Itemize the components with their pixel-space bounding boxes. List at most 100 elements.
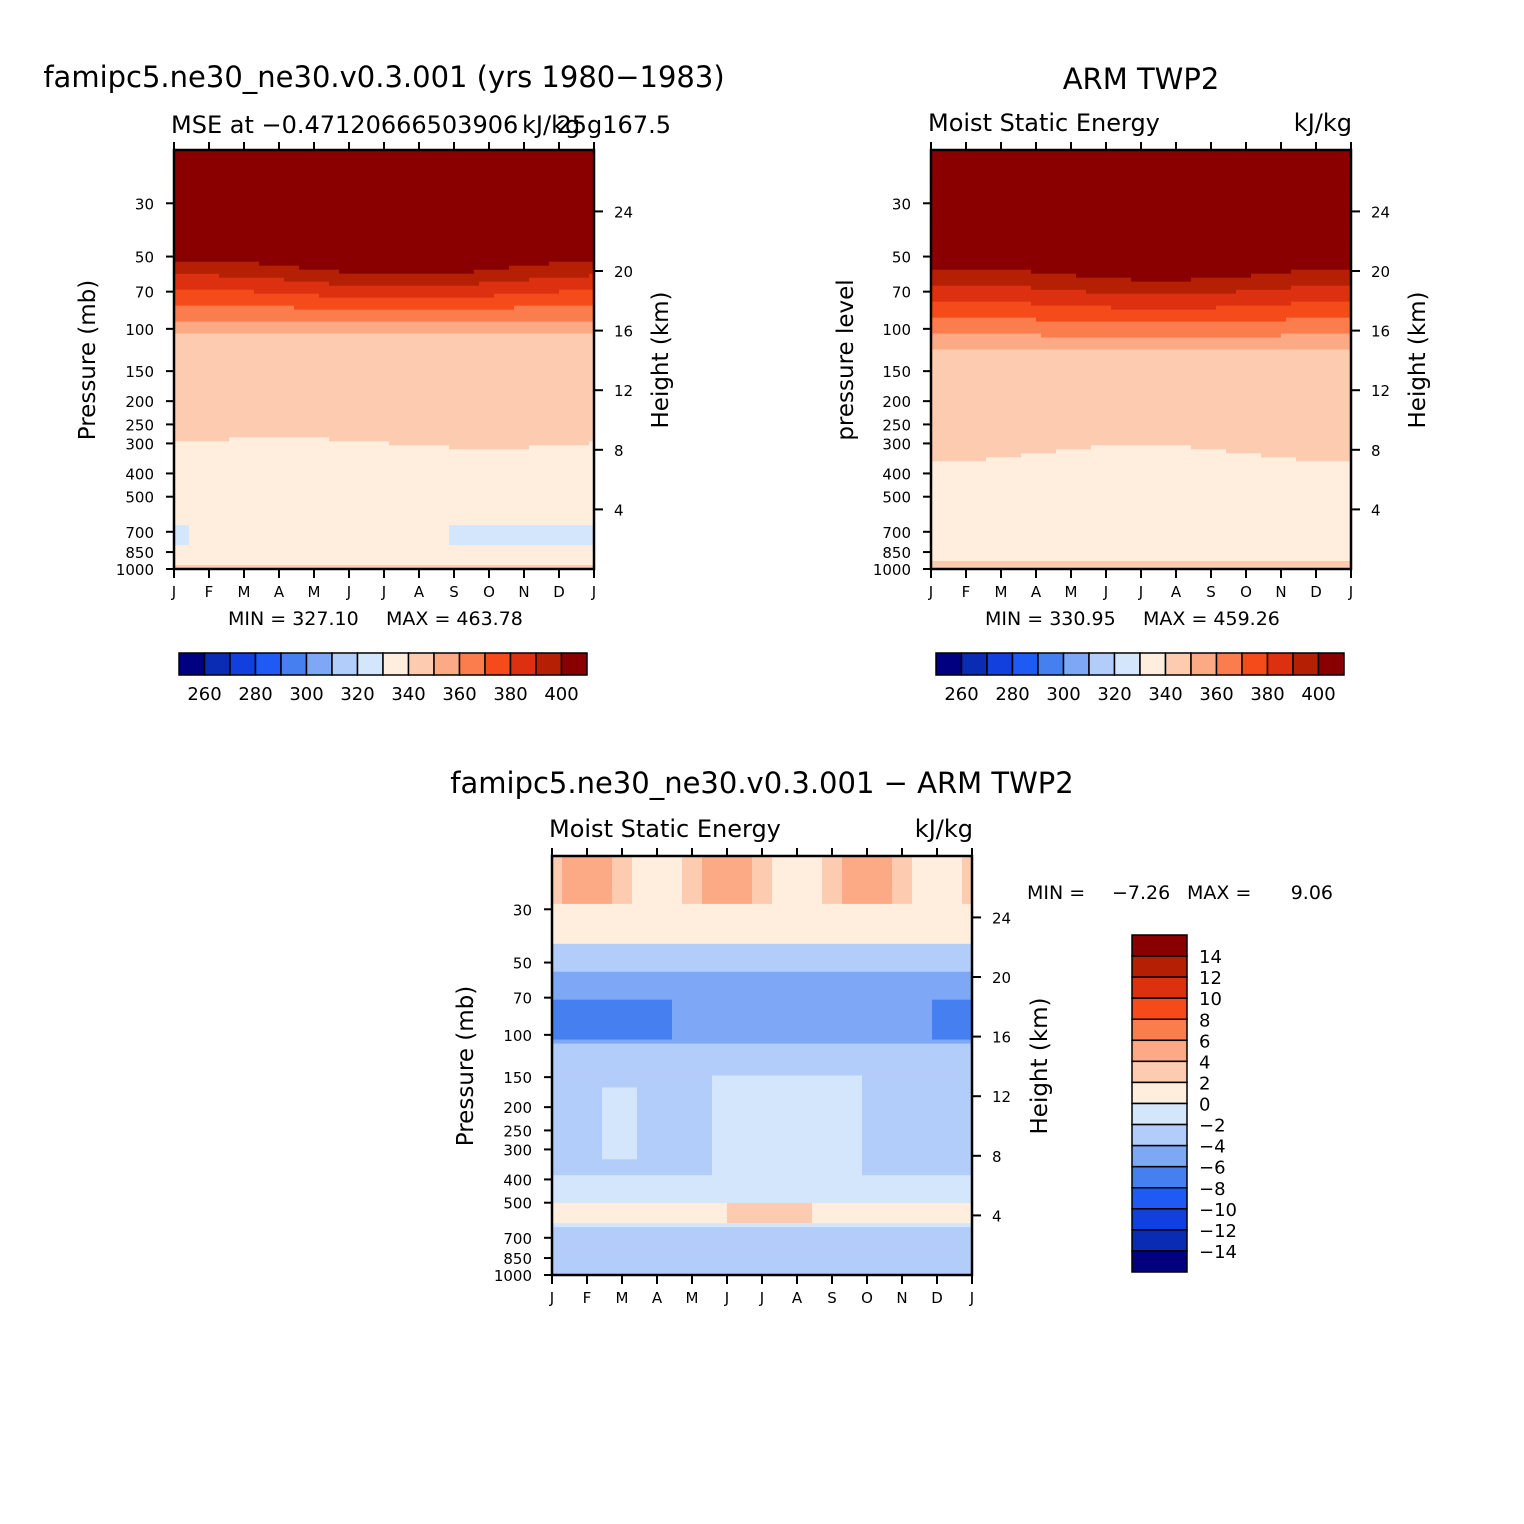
field-cell: [189, 541, 450, 546]
field-cell: [329, 281, 480, 287]
field-cell: [931, 437, 1352, 442]
panel-model-title: famipc5.ne30_ne30.v0.3.001 (yrs 1980−198…: [43, 60, 724, 94]
field-cell: [912, 899, 963, 905]
field-cell: [562, 895, 613, 901]
field-cell: [712, 1151, 863, 1156]
field-cell: [174, 229, 595, 235]
height-tick-label: 8: [614, 442, 624, 460]
field-cell: [842, 887, 893, 893]
field-cell: [931, 541, 1352, 546]
field-cell: [552, 1087, 603, 1093]
field-cell: [892, 871, 913, 877]
height-tick-label: 4: [1371, 501, 1381, 519]
x-tick-label: N: [1275, 583, 1286, 601]
panel-model-units: kJ/kg: [522, 111, 580, 139]
field-cell: [174, 329, 595, 335]
field-cell: [682, 883, 703, 889]
colorbar-box: [203, 652, 231, 676]
x-tick-label: M: [1065, 583, 1078, 601]
field-cell: [822, 891, 843, 897]
field-cell: [552, 1251, 973, 1256]
field-cell: [931, 185, 1352, 191]
x-tick-label: J: [969, 1289, 974, 1307]
field-cell: [702, 891, 753, 897]
x-tick-label: J: [1138, 583, 1143, 601]
x-tick-label: O: [483, 583, 495, 601]
field-cell: [552, 1255, 973, 1260]
field-cell: [552, 923, 973, 929]
field-cell: [931, 457, 987, 462]
field-cell: [174, 265, 300, 271]
field-cell: [552, 991, 973, 997]
x-tick-label: O: [1240, 583, 1252, 601]
field-cell: [931, 453, 1022, 458]
field-cell: [931, 525, 1352, 530]
field-cell: [682, 879, 703, 885]
y-tick-label: 150: [503, 1069, 532, 1087]
field-cell: [612, 856, 633, 861]
field-cell: [174, 301, 595, 307]
colorbar-label: −8: [1199, 1179, 1226, 1200]
field-cell: [514, 305, 595, 311]
field-cell: [174, 209, 595, 215]
height-tick-label: 4: [614, 501, 624, 519]
field-cell: [862, 1095, 973, 1101]
field-cell: [602, 1127, 638, 1132]
field-cell: [552, 1175, 973, 1180]
field-cell: [932, 1015, 973, 1021]
field-cell: [637, 1155, 713, 1160]
field-cell: [862, 1075, 973, 1081]
x-tick-label: S: [449, 583, 459, 601]
field-cell: [822, 899, 843, 905]
colorbar-box: [1131, 1039, 1188, 1063]
field-cell: [174, 217, 595, 223]
x-tick-label: J: [591, 583, 596, 601]
colorbar-obs: 260 280 300 320 340 360 380 400: [935, 652, 1345, 705]
field-cell: [931, 433, 1352, 438]
field-cell: [931, 297, 1352, 303]
panel-diff-min-label: MIN =: [1027, 882, 1085, 904]
field-cell: [174, 205, 595, 211]
field-cell: [931, 321, 1352, 327]
field-cell: [552, 891, 563, 897]
field-cell: [174, 413, 595, 418]
colorbar-label: 400: [1301, 684, 1335, 705]
field-cell: [174, 317, 595, 323]
y-tick-label: 70: [513, 990, 532, 1008]
field-cell: [174, 541, 190, 546]
field-cell: [752, 863, 773, 869]
field-cell: [552, 975, 973, 981]
field-cell: [562, 859, 613, 865]
field-cell: [552, 1199, 973, 1204]
field-cell: [552, 1007, 673, 1013]
field-cell: [552, 1111, 603, 1116]
height-tick-label: 12: [614, 382, 633, 400]
field-cell: [174, 193, 595, 199]
field-cell: [552, 1143, 603, 1148]
field-cell: [1191, 277, 1352, 283]
field-cell: [174, 449, 595, 454]
field-cell: [612, 871, 633, 877]
field-cell: [189, 529, 450, 534]
panel-obs-subtitle: Moist Static Energy: [928, 109, 1160, 137]
field-cell: [1031, 269, 1292, 275]
y-tick-label: 100: [503, 1027, 532, 1045]
field-cell: [552, 1155, 603, 1160]
field-cell: [931, 269, 1032, 275]
field-cell: [862, 1107, 973, 1112]
field-cell: [931, 517, 1352, 522]
panel-diff-min-value: −7.26: [1112, 882, 1170, 904]
field-cell: [552, 1063, 973, 1069]
height-tick-label: 20: [614, 263, 633, 281]
field-cell: [931, 357, 1352, 363]
field-cell: [862, 1083, 973, 1089]
field-cell: [931, 153, 1352, 159]
field-cell: [552, 903, 973, 909]
field-cell: [174, 273, 220, 279]
field-cell: [931, 465, 1352, 470]
field-cell: [552, 959, 973, 965]
field-cell: [174, 157, 595, 163]
field-cell: [986, 457, 1297, 462]
field-cell: [702, 895, 753, 901]
field-cell: [932, 1035, 973, 1041]
